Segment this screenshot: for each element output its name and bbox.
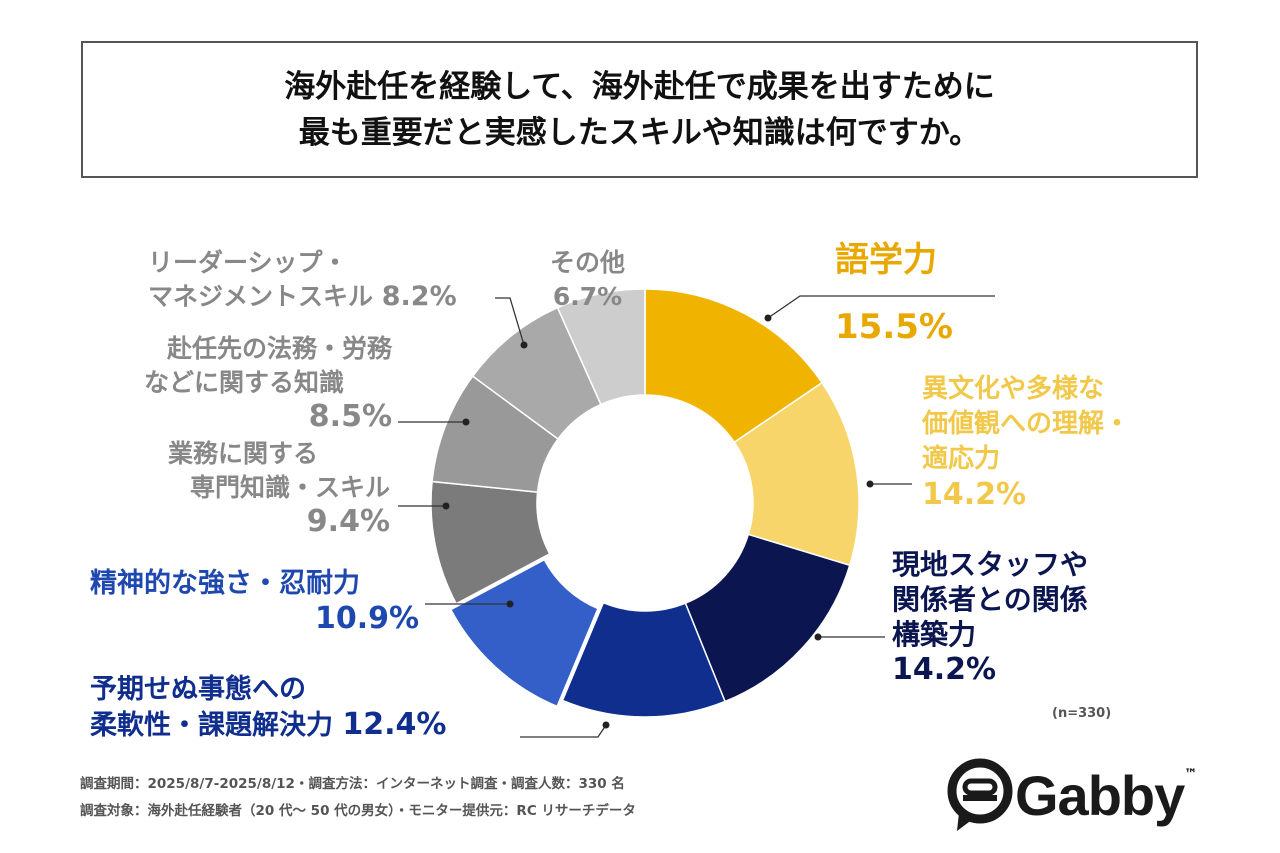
title-line-1: 海外赴任を経験して、海外赴任で成果を出すために xyxy=(284,68,995,105)
label-genchi: 現地スタッフや 関係者との関係 構築力 14.2% xyxy=(892,548,1089,687)
donut-slice-0 xyxy=(644,288,824,444)
label-gogaku: 語学力 xyxy=(835,240,937,280)
footer-target: 調査対象：海外赴任経験者（20 代～ 50 代の男女）・モニター提供元：RC リ… xyxy=(80,803,636,819)
label-yoki: 予期せぬ事態への 柔軟性・課題解決力 12.4% xyxy=(90,674,447,742)
gabby-face-icon xyxy=(947,758,1013,831)
donut-slice-8 xyxy=(556,288,646,406)
leader-line-7 xyxy=(495,297,525,346)
logo-text: Gabby xyxy=(1015,763,1185,827)
leader-dot-0 xyxy=(764,314,772,322)
title-box: 海外赴任を経験して、海外赴任で成果を出すために 最も重要だと実感したスキルや知識… xyxy=(81,41,1198,178)
pct-gogaku: 15.5% xyxy=(835,307,953,347)
logo-tm: ™ xyxy=(1184,767,1198,782)
donut-slice-3 xyxy=(561,601,727,718)
label-leadership: リーダーシップ・ マネジメントスキル 8.2% xyxy=(148,248,457,312)
sample-size: (n=330) xyxy=(1052,706,1112,721)
label-ibunka: 異文化や多様な 価値観への理解・ 適応力 14.2% xyxy=(922,374,1131,512)
label-gyomu: 業務に関する 専門知識・スキル 9.4% xyxy=(168,439,390,539)
label-other: その他 6.7% xyxy=(550,248,626,311)
leader-dot-3 xyxy=(602,721,610,729)
leader-dot-7 xyxy=(520,341,528,349)
leader-dot-2 xyxy=(814,633,822,641)
leader-dot-4 xyxy=(506,600,514,608)
leader-dot-1 xyxy=(866,480,874,488)
title-line-2: 最も重要だと実感したスキルや知識は何ですか。 xyxy=(298,114,981,151)
donut-slice-4 xyxy=(449,558,599,708)
leader-dot-6 xyxy=(462,418,470,426)
gabby-logo: Gabby ™ xyxy=(945,755,1197,835)
label-homu: 赴任先の法務・労務 などに関する知識 8.5% xyxy=(144,334,392,434)
label-seishin: 精神的な強さ・忍耐力 10.9% xyxy=(90,568,420,636)
leader-dot-5 xyxy=(442,502,450,510)
leader-line-3 xyxy=(520,724,607,738)
footer-period: 調査期間：2025/8/7-2025/8/12・調査方法：インターネット調査・調… xyxy=(80,776,625,792)
leader-line-0 xyxy=(767,295,995,319)
